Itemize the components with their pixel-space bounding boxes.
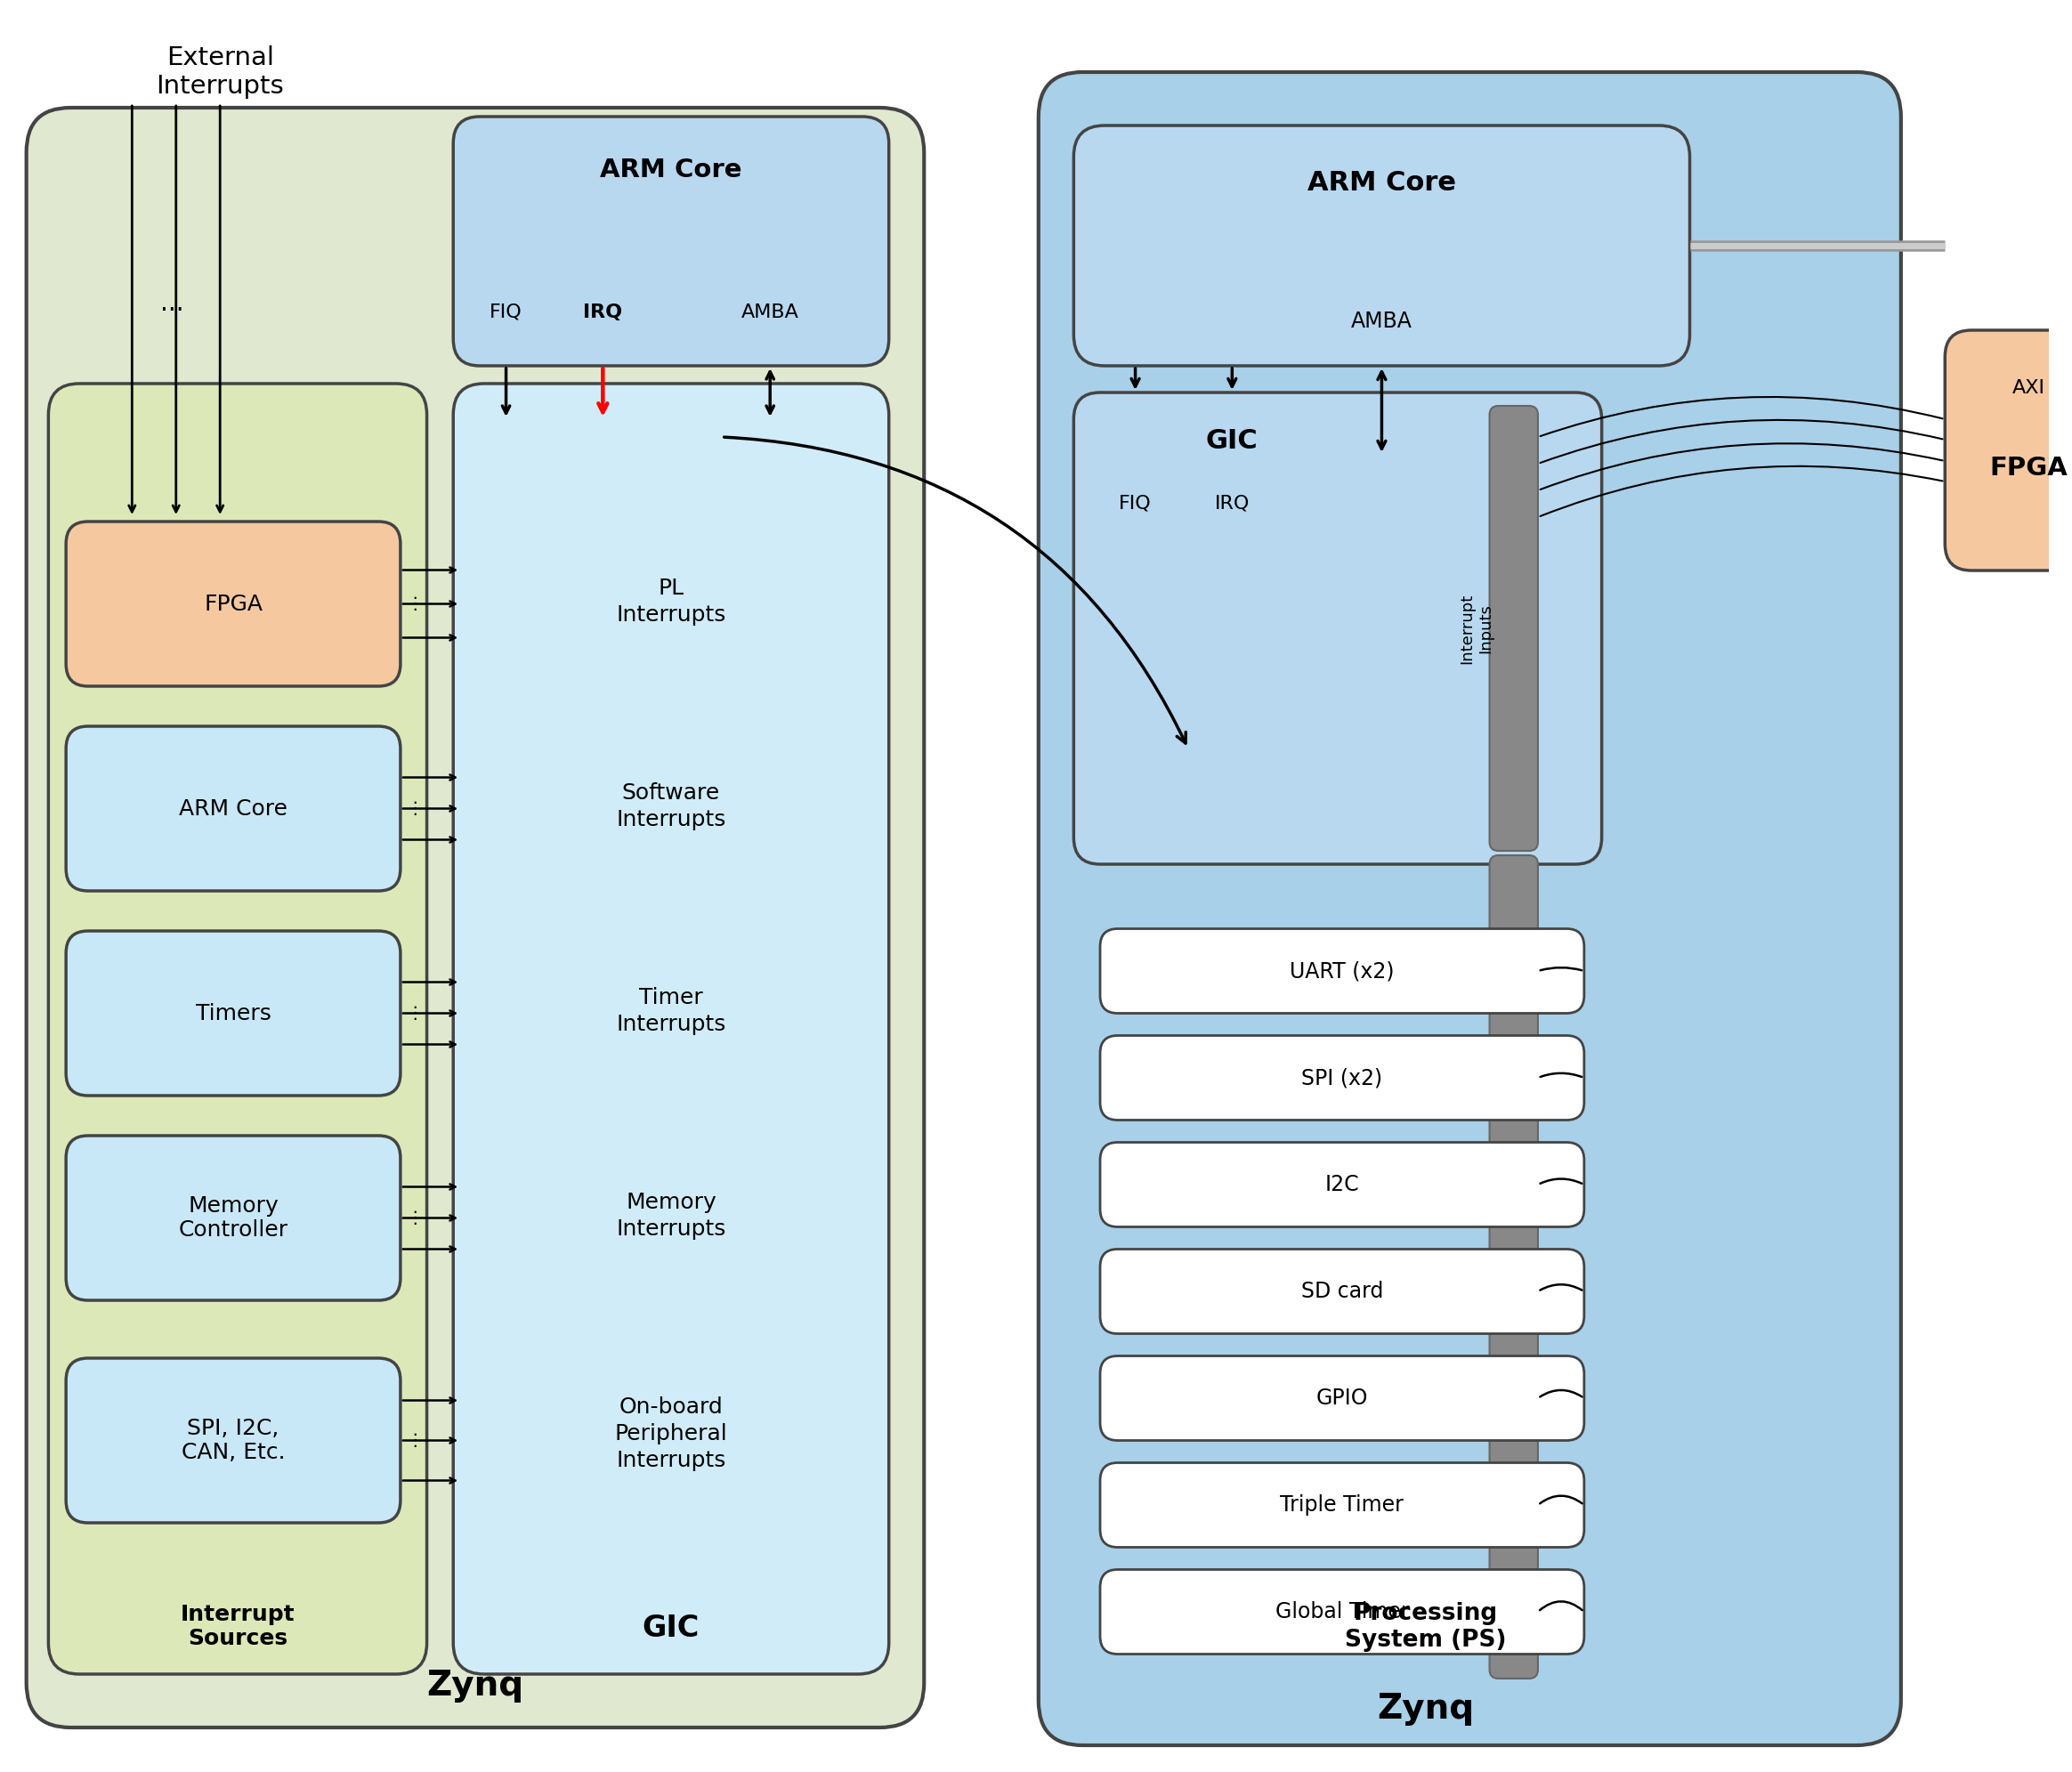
Text: ARM Core: ARM Core	[1307, 170, 1457, 197]
Text: Memory
Controller: Memory Controller	[178, 1194, 288, 1240]
FancyBboxPatch shape	[1073, 126, 1691, 365]
Text: Triple Timer: Triple Timer	[1280, 1494, 1405, 1515]
FancyBboxPatch shape	[1490, 856, 1537, 1678]
Text: ⋮: ⋮	[406, 1210, 423, 1226]
Text: Timer
Interrupts: Timer Interrupts	[615, 987, 725, 1035]
FancyBboxPatch shape	[1490, 406, 1537, 851]
FancyBboxPatch shape	[66, 521, 400, 686]
FancyBboxPatch shape	[48, 383, 427, 1675]
Text: ⋮: ⋮	[406, 1005, 423, 1022]
FancyBboxPatch shape	[66, 727, 400, 891]
Text: GIC: GIC	[642, 1614, 700, 1643]
Text: IRQ: IRQ	[582, 303, 622, 321]
FancyBboxPatch shape	[1946, 330, 2072, 571]
Text: ARM Core: ARM Core	[601, 158, 742, 183]
FancyBboxPatch shape	[66, 1136, 400, 1301]
Text: SD card: SD card	[1301, 1281, 1384, 1302]
Text: External
Interrupts: External Interrupts	[155, 46, 284, 99]
Text: I2C: I2C	[1324, 1173, 1359, 1196]
FancyBboxPatch shape	[66, 930, 400, 1095]
Text: PL
Interrupts: PL Interrupts	[615, 578, 725, 626]
Text: Software
Interrupts: Software Interrupts	[615, 783, 725, 831]
Text: FPGA: FPGA	[1989, 455, 2068, 480]
FancyBboxPatch shape	[1100, 1143, 1585, 1226]
FancyBboxPatch shape	[454, 117, 889, 365]
Text: FIQ: FIQ	[1119, 494, 1152, 512]
Text: GIC: GIC	[1206, 429, 1258, 454]
FancyBboxPatch shape	[66, 1357, 400, 1522]
Text: ⋮: ⋮	[406, 595, 423, 613]
Text: FIQ: FIQ	[489, 303, 522, 321]
Text: Zynq: Zynq	[1378, 1692, 1475, 1726]
Text: ⋮: ⋮	[406, 1432, 423, 1449]
Text: ...: ...	[160, 291, 184, 315]
Text: Interrupt
Sources: Interrupt Sources	[180, 1604, 294, 1650]
FancyBboxPatch shape	[1100, 1462, 1585, 1547]
Text: Timers: Timers	[195, 1003, 271, 1024]
Text: SPI (x2): SPI (x2)	[1301, 1067, 1382, 1088]
Text: AMBA: AMBA	[742, 303, 800, 321]
Text: IRQ: IRQ	[1214, 494, 1249, 512]
FancyBboxPatch shape	[1038, 73, 1900, 1745]
Text: AXI: AXI	[2012, 379, 2045, 397]
FancyBboxPatch shape	[1100, 1356, 1585, 1441]
Text: FPGA: FPGA	[203, 594, 263, 615]
Text: Zynq: Zynq	[427, 1669, 524, 1703]
Text: UART (x2): UART (x2)	[1291, 960, 1394, 982]
Text: ARM Core: ARM Core	[178, 797, 288, 819]
Text: GPIO: GPIO	[1316, 1387, 1368, 1409]
Text: ⋮: ⋮	[406, 801, 423, 817]
FancyBboxPatch shape	[1100, 1249, 1585, 1334]
FancyBboxPatch shape	[1073, 392, 1602, 865]
Text: Processing
System (PS): Processing System (PS)	[1345, 1602, 1506, 1652]
Text: Interrupt
Inputs: Interrupt Inputs	[1459, 594, 1494, 663]
FancyBboxPatch shape	[1100, 1570, 1585, 1653]
FancyBboxPatch shape	[1100, 929, 1585, 1014]
Text: Global Timer: Global Timer	[1274, 1602, 1409, 1623]
FancyBboxPatch shape	[27, 108, 924, 1728]
FancyBboxPatch shape	[1100, 1035, 1585, 1120]
FancyBboxPatch shape	[454, 383, 889, 1675]
Text: Memory
Interrupts: Memory Interrupts	[615, 1193, 725, 1240]
Text: On-board
Peripheral
Interrupts: On-board Peripheral Interrupts	[615, 1396, 727, 1471]
Text: AMBA: AMBA	[1351, 310, 1413, 331]
Text: SPI, I2C,
CAN, Etc.: SPI, I2C, CAN, Etc.	[182, 1418, 286, 1464]
